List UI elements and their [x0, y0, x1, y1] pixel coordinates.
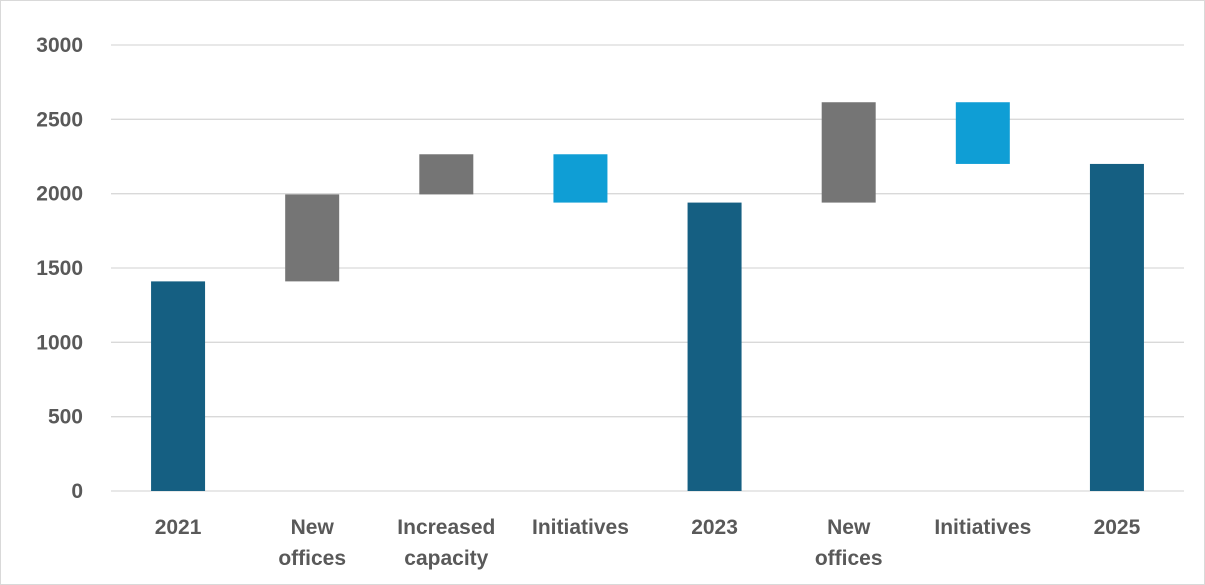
bars [151, 102, 1144, 491]
y-tick-label-2000: 2000 [36, 183, 83, 206]
x-category-label-6: Initiatives [934, 516, 1031, 539]
bar-decrease-6 [955, 102, 1010, 164]
y-tick-label-0: 0 [71, 480, 83, 503]
y-tick-label-1000: 1000 [36, 331, 83, 354]
bar-increase-5 [821, 102, 876, 203]
x-axis-category-labels: 2021 New offices Increased capacity Initiativ… [155, 516, 1141, 570]
y-tick-label-3000: 3000 [36, 34, 83, 57]
y-tick-label-500: 500 [48, 406, 83, 429]
bar-total-0 [151, 281, 206, 491]
bar-total-7 [1089, 163, 1144, 491]
x-category-label-7: 2025 [1094, 516, 1141, 539]
x-category-label-5: New offices [815, 516, 883, 570]
x-category-label-4: 2023 [691, 516, 738, 539]
y-tick-label-1500: 1500 [36, 257, 83, 280]
x-category-label-3: Initiatives [532, 516, 629, 539]
bar-total-4 [687, 202, 742, 491]
gridlines [111, 44, 1184, 492]
y-tick-label-2500: 2500 [36, 108, 83, 131]
x-category-label-1: New offices [278, 516, 346, 570]
y-axis-tick-labels: 0 500 1000 1500 2000 2500 3000 [36, 34, 83, 503]
bar-decrease-3 [553, 154, 608, 203]
bar-increase-2 [419, 154, 474, 195]
x-category-label-2: Increased capacity [397, 516, 495, 570]
bar-increase-1 [285, 194, 340, 282]
x-category-label-0: 2021 [155, 516, 202, 539]
